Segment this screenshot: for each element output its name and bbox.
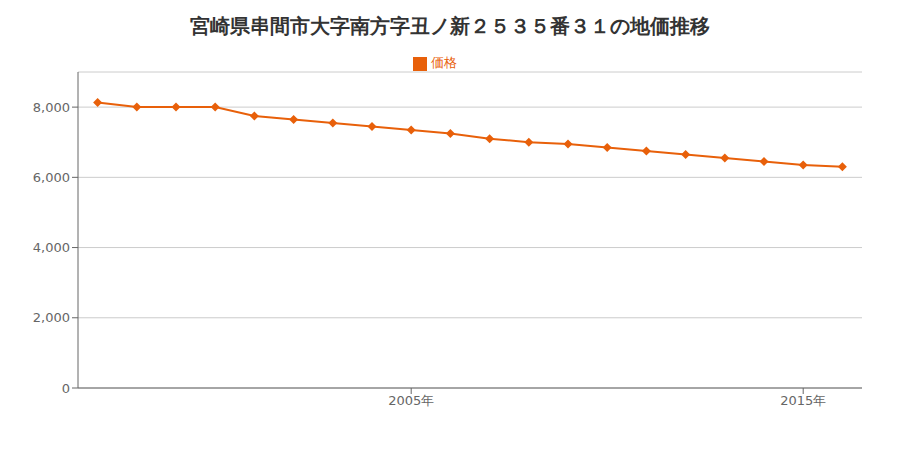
html-text:宮崎県串間市大字南方字丑ノ新２５３５番３１の地価推移: 宮崎県串間市大字南方字丑ノ新２５３５番３１の地価推移 — [190, 14, 710, 38]
svg-text:4,000: 4,000 — [33, 240, 70, 255]
svg-text:8,000: 8,000 — [33, 100, 70, 115]
svg-text:2,000: 2,000 — [33, 310, 70, 325]
svg-text:2015年: 2015年 — [780, 393, 826, 408]
svg-text:6,000: 6,000 — [33, 170, 70, 185]
svg-text:2005年: 2005年 — [388, 393, 434, 408]
html-text:価格: 価格 — [431, 55, 457, 70]
svg-text:0: 0 — [62, 381, 70, 396]
